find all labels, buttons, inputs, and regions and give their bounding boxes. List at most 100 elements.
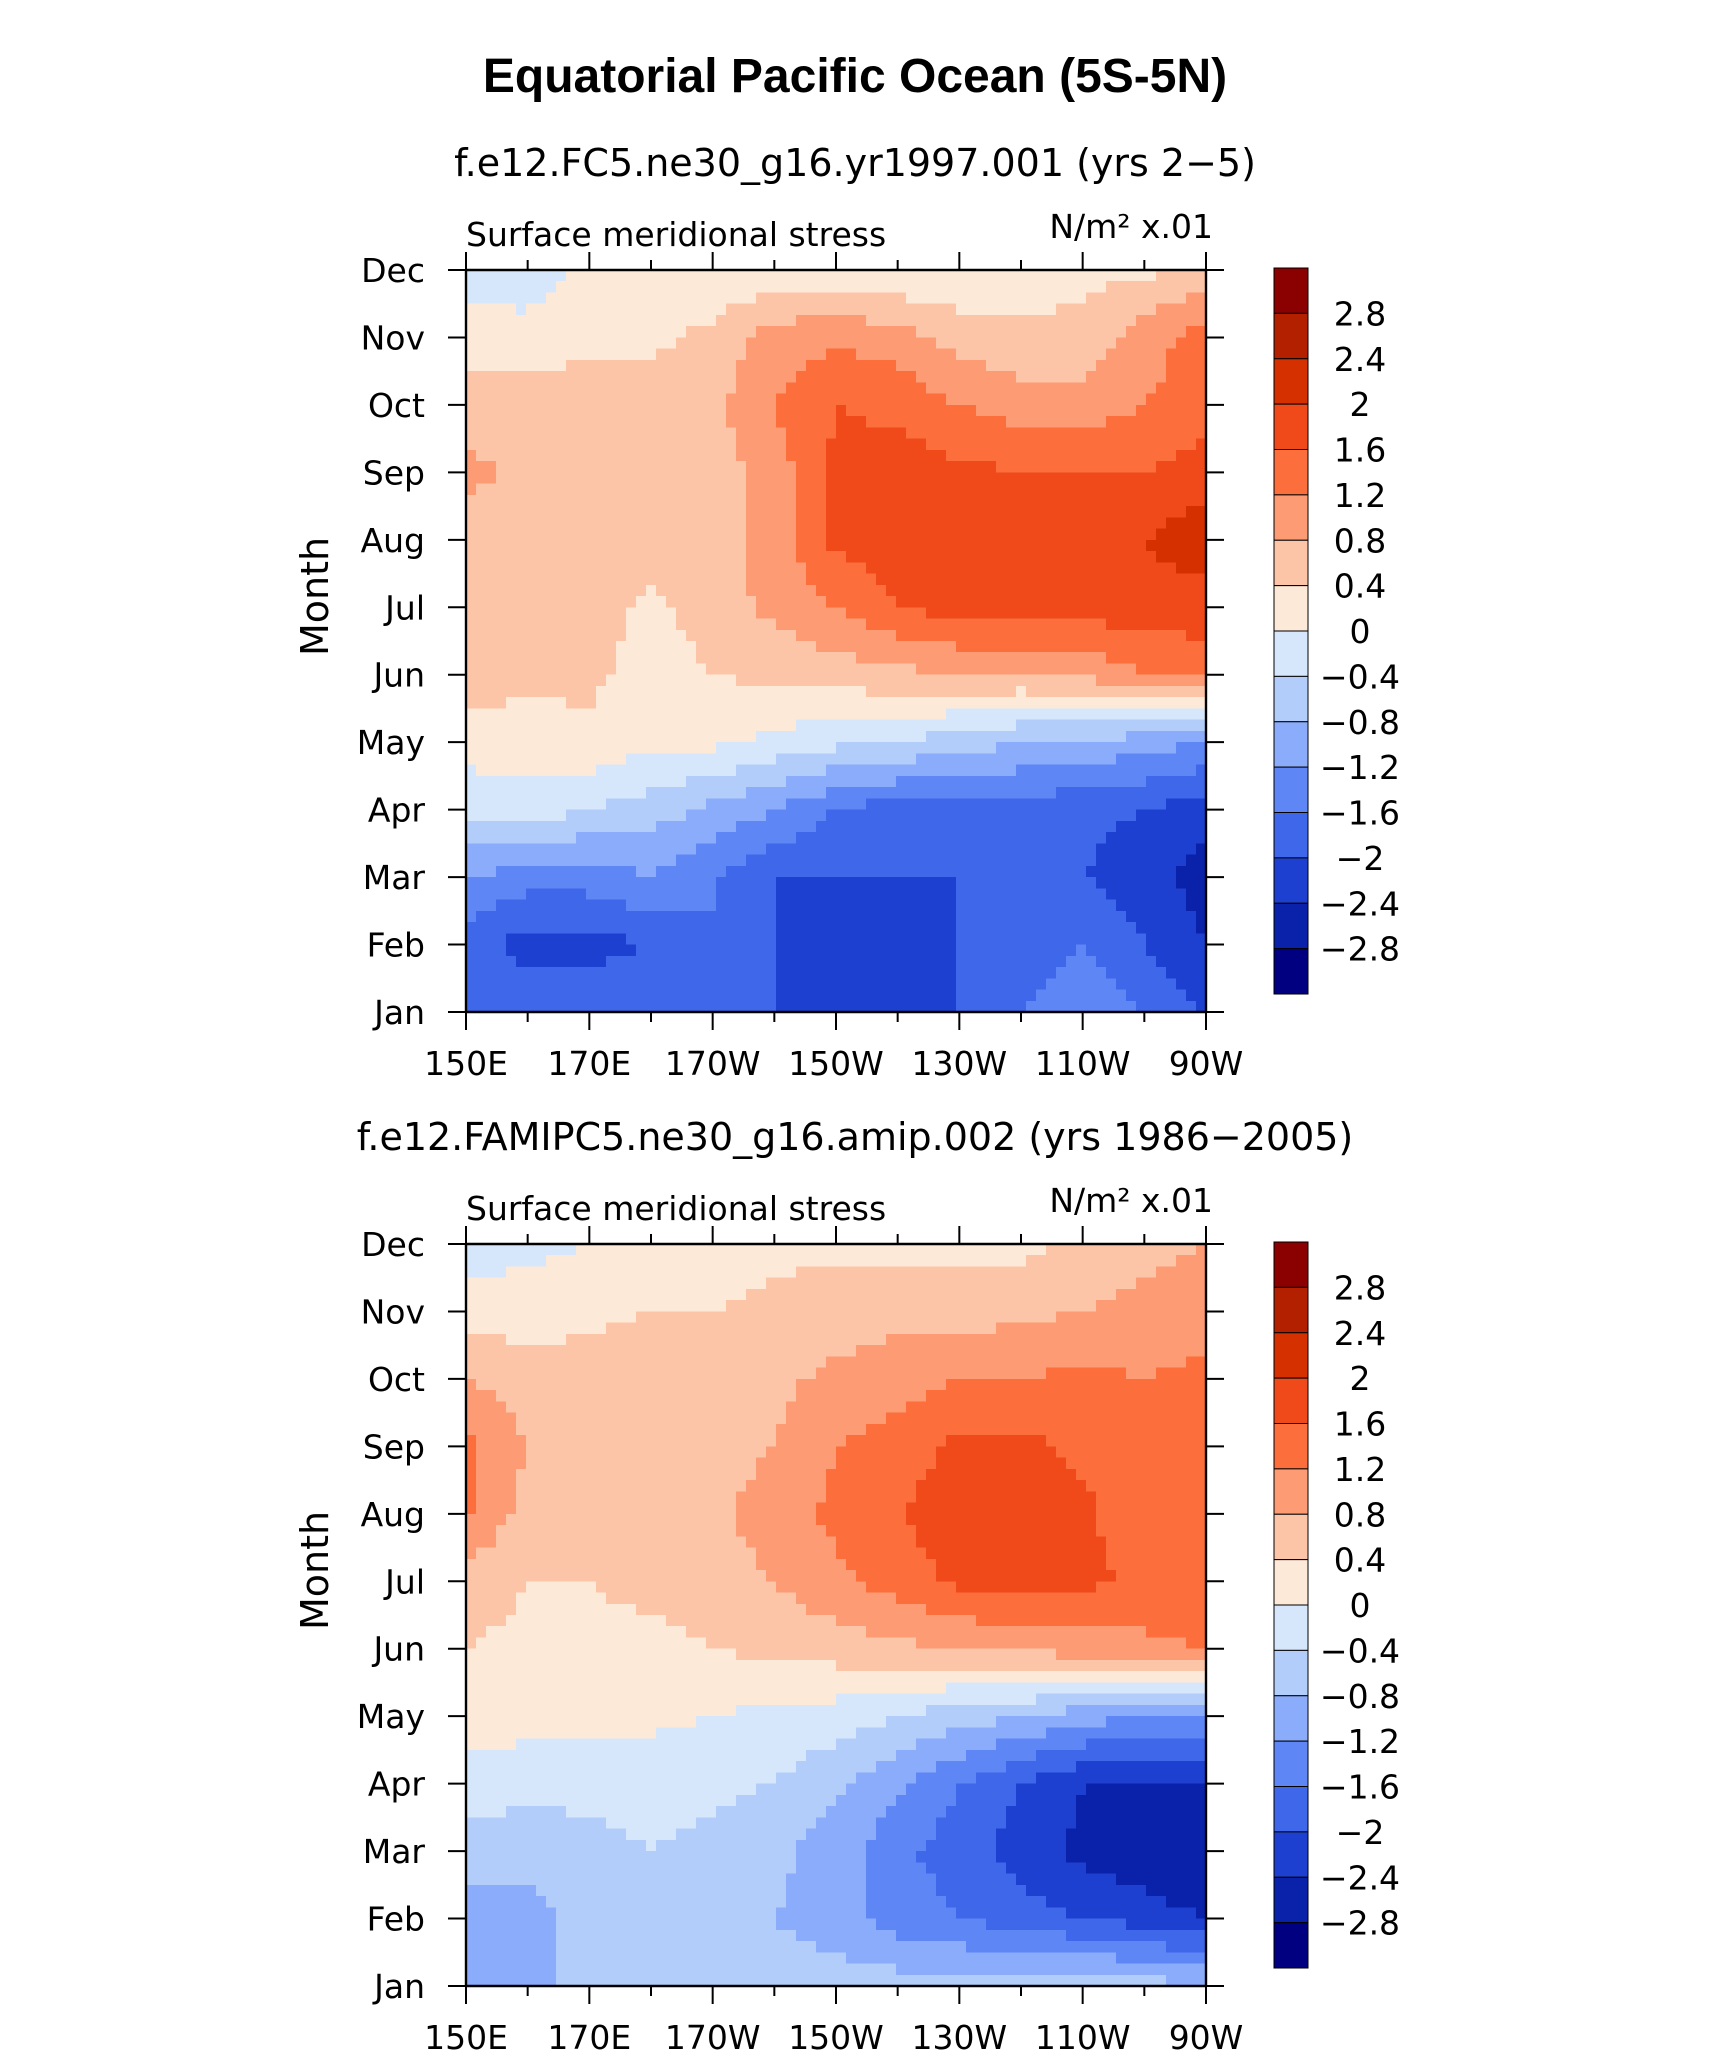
contour-cell — [1116, 281, 1127, 294]
contour-cell — [626, 292, 637, 305]
contour-cell — [586, 461, 597, 473]
contour-cell — [966, 562, 977, 575]
contour-cell — [1096, 292, 1107, 305]
contour-cell — [1176, 449, 1187, 462]
contour-cell — [816, 292, 827, 305]
contour-cell — [1086, 337, 1097, 350]
contour-cell — [1136, 775, 1147, 788]
contour-cell — [706, 899, 717, 912]
contour-cell — [1176, 404, 1187, 417]
contour-cell — [506, 528, 517, 541]
contour-cell — [1136, 528, 1147, 541]
contour-cell — [996, 978, 1007, 991]
contour-cell — [1026, 877, 1037, 889]
contour-cell — [486, 314, 497, 327]
contour-cell — [1106, 348, 1117, 361]
contour-cell — [586, 888, 597, 901]
contour-cell — [696, 449, 707, 462]
y-tick-label: Jun — [371, 656, 425, 695]
contour-cell — [736, 899, 747, 912]
contour-cell — [546, 472, 557, 485]
contour-cell — [896, 1000, 907, 1013]
contour-cell — [676, 618, 687, 631]
colorbar-swatch — [1273, 675, 1309, 723]
contour-cell — [526, 809, 537, 822]
contour-cell — [566, 641, 577, 653]
contour-cell — [546, 404, 557, 417]
contour-cell — [996, 404, 1007, 417]
colorbar-label: −0.4 — [1320, 657, 1400, 696]
contour-cell — [996, 596, 1007, 608]
contour-cell — [1196, 719, 1207, 732]
contour-cell — [1176, 270, 1187, 282]
contour-cell — [536, 697, 547, 710]
contour-cell — [926, 933, 937, 946]
contour-cell — [1006, 944, 1017, 957]
contour-cell — [726, 438, 737, 451]
contour-cell — [826, 584, 837, 597]
contour-cell — [746, 393, 757, 406]
contour-cell — [486, 348, 497, 361]
contour-cell — [606, 641, 617, 653]
contour-cell — [806, 371, 817, 384]
contour-cell — [936, 449, 947, 462]
contour-cell — [556, 663, 567, 676]
contour-cell — [736, 506, 747, 518]
contour-cell — [606, 539, 617, 552]
contour-cell — [626, 832, 637, 844]
contour-cell — [706, 416, 717, 428]
contour-cell — [826, 281, 837, 294]
contour-cell — [496, 955, 507, 968]
contour-cell — [546, 494, 557, 507]
contour-cell — [726, 753, 737, 766]
contour-cell — [1096, 596, 1107, 608]
contour-cell — [876, 865, 887, 878]
contour-cell — [896, 674, 907, 687]
contour-cell — [466, 427, 477, 440]
contour-cell — [846, 641, 857, 653]
contour-cell — [1116, 461, 1127, 473]
contour-cell — [766, 359, 777, 372]
contour-cell — [1156, 730, 1167, 743]
contour-cell — [966, 348, 977, 361]
contour-cell — [746, 314, 757, 327]
contour-cell — [746, 551, 757, 563]
contour-cell — [1096, 674, 1107, 687]
contour-cell — [886, 787, 897, 799]
contour-cell — [676, 697, 687, 710]
contour-cell — [496, 730, 507, 743]
contour-cell — [846, 416, 857, 428]
contour-cell — [516, 652, 527, 665]
contour-cell — [1116, 528, 1127, 541]
contour-cell — [1046, 472, 1057, 485]
contour-cell — [626, 888, 637, 901]
contour-cell — [856, 562, 867, 575]
contour-cell — [1096, 539, 1107, 552]
contour-cell — [856, 472, 867, 485]
contour-cell — [716, 528, 727, 541]
contour-cell — [816, 303, 827, 316]
contour-cell — [796, 618, 807, 631]
contour-cell — [746, 506, 757, 518]
contour-cell — [676, 933, 687, 946]
contour-cell — [716, 629, 727, 642]
contour-cell — [1046, 922, 1057, 934]
contour-cell — [1106, 359, 1117, 372]
contour-cell — [696, 326, 707, 339]
contour-cell — [696, 652, 707, 665]
contour-cell — [626, 393, 637, 406]
contour-cell — [806, 281, 817, 294]
contour-cell — [796, 539, 807, 552]
contour-cell — [866, 742, 877, 755]
contour-cell — [1166, 326, 1177, 339]
contour-cell — [616, 472, 627, 485]
contour-cell — [466, 1000, 477, 1013]
contour-cell — [1136, 787, 1147, 799]
contour-cell — [756, 719, 767, 732]
contour-cell — [966, 629, 977, 642]
contour-cell — [526, 708, 537, 721]
contour-cell — [716, 551, 727, 563]
contour-cell — [826, 877, 837, 889]
contour-cell — [1106, 989, 1117, 1002]
contour-cell — [826, 910, 837, 923]
